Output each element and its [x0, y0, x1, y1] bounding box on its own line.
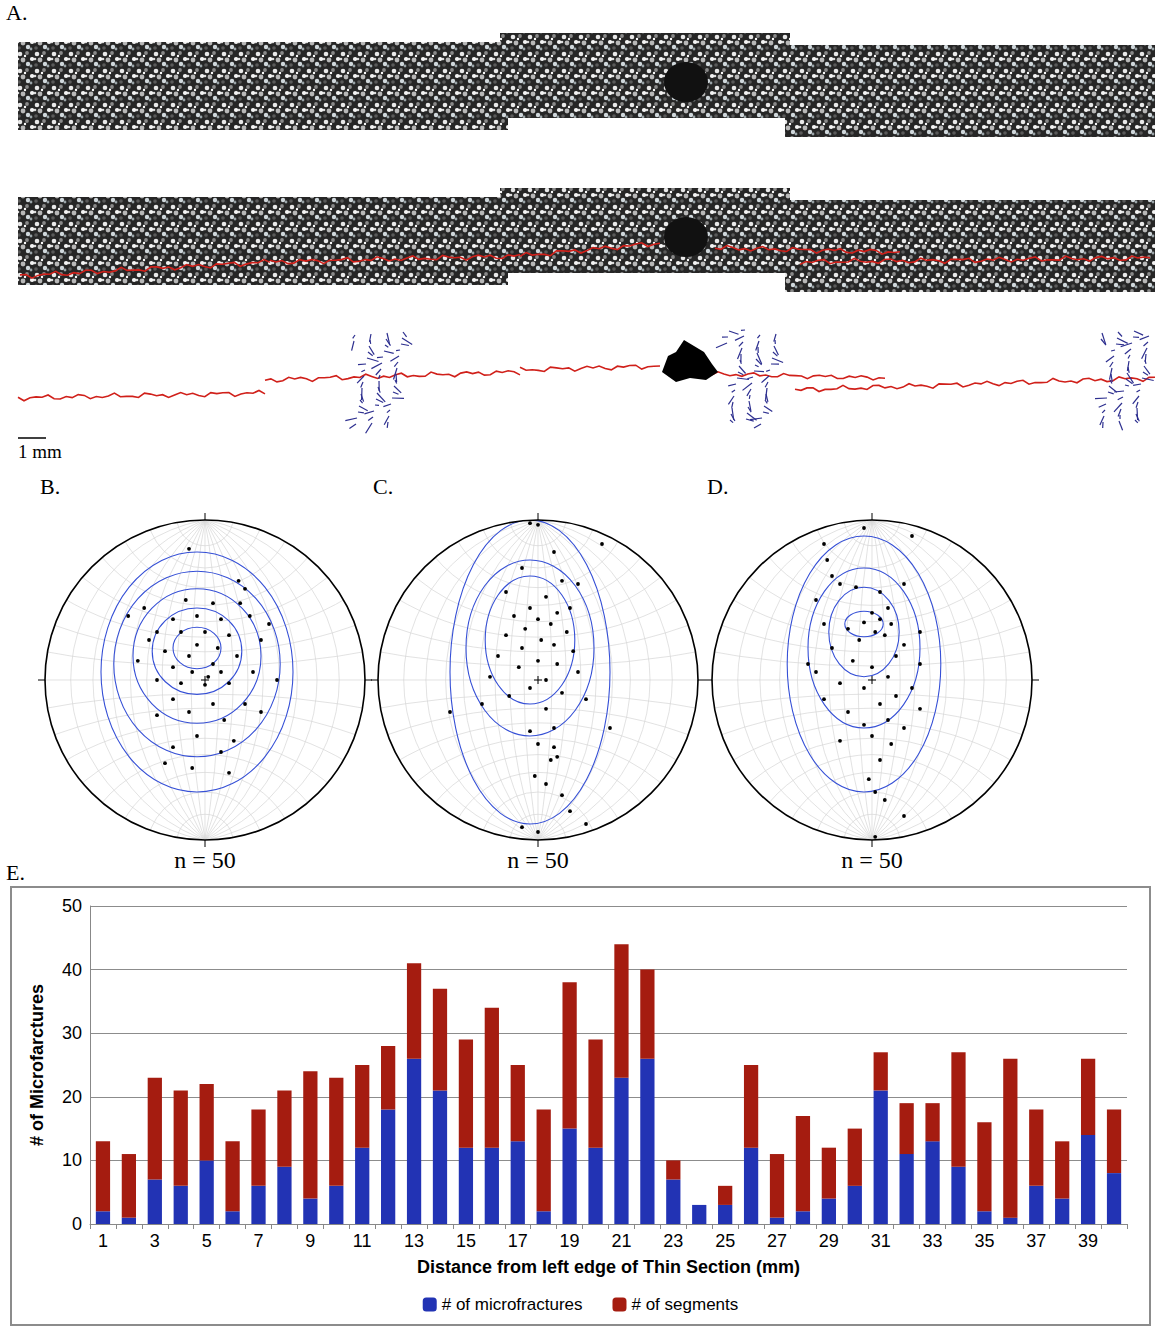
- svg-text:23: 23: [663, 1231, 683, 1251]
- svg-text:20: 20: [62, 1087, 82, 1107]
- svg-text:31: 31: [871, 1231, 891, 1251]
- svg-text:10: 10: [62, 1150, 82, 1170]
- svg-text:11: 11: [353, 1231, 372, 1251]
- svg-text:n = 50: n = 50: [174, 847, 236, 873]
- svg-text:B.: B.: [40, 474, 60, 499]
- svg-text:D.: D.: [707, 474, 728, 499]
- svg-text:15: 15: [456, 1231, 476, 1251]
- svg-text:n = 50: n = 50: [507, 847, 569, 873]
- svg-text:33: 33: [923, 1231, 943, 1251]
- svg-text:29: 29: [819, 1231, 839, 1251]
- svg-text:13: 13: [404, 1231, 424, 1251]
- svg-text:35: 35: [974, 1231, 994, 1251]
- svg-text:27: 27: [767, 1231, 787, 1251]
- svg-text:40: 40: [62, 960, 82, 980]
- svg-text:5: 5: [202, 1231, 212, 1251]
- svg-text:Distance from left edge of Thi: Distance from left edge of Thin Section …: [417, 1257, 800, 1277]
- svg-text:# of Microfarctures: # of Microfarctures: [27, 984, 47, 1146]
- svg-text:0: 0: [72, 1214, 82, 1234]
- svg-text:21: 21: [611, 1231, 631, 1251]
- svg-text:A.: A.: [6, 0, 27, 25]
- svg-text:17: 17: [508, 1231, 528, 1251]
- svg-text:# of microfractures: # of microfractures: [442, 1295, 583, 1314]
- svg-text:1: 1: [98, 1231, 108, 1251]
- svg-text:1 mm: 1 mm: [18, 441, 62, 462]
- svg-text:E.: E.: [6, 860, 25, 884]
- svg-text:50: 50: [62, 896, 82, 916]
- svg-text:25: 25: [715, 1231, 735, 1251]
- svg-text:37: 37: [1026, 1231, 1046, 1251]
- svg-text:# of segments: # of segments: [631, 1295, 738, 1314]
- svg-text:C.: C.: [373, 474, 393, 499]
- svg-text:n = 50: n = 50: [841, 847, 903, 873]
- svg-text:39: 39: [1078, 1231, 1098, 1251]
- svg-text:3: 3: [150, 1231, 160, 1251]
- svg-text:19: 19: [560, 1231, 580, 1251]
- svg-text:7: 7: [254, 1231, 264, 1251]
- svg-text:9: 9: [305, 1231, 315, 1251]
- svg-text:30: 30: [62, 1023, 82, 1043]
